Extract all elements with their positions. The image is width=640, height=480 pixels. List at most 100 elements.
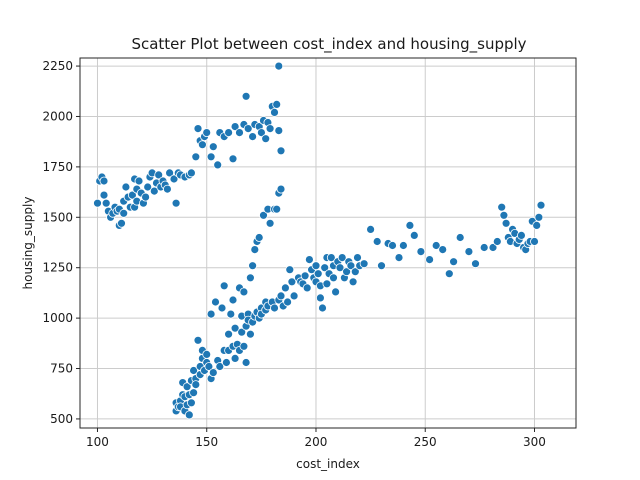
data-point xyxy=(270,303,279,313)
data-point xyxy=(215,362,225,371)
data-point xyxy=(331,287,341,297)
data-point xyxy=(208,142,218,152)
data-point xyxy=(276,146,286,156)
data-points xyxy=(93,61,546,420)
y-tick-label: 1500 xyxy=(42,210,73,224)
data-point xyxy=(464,247,474,257)
data-point xyxy=(202,349,212,359)
data-point xyxy=(287,277,297,287)
data-point xyxy=(359,259,369,269)
data-point xyxy=(101,198,111,208)
data-point xyxy=(226,309,236,319)
data-point xyxy=(206,309,216,319)
data-point xyxy=(189,366,199,375)
data-point xyxy=(326,253,336,263)
data-point xyxy=(313,269,323,279)
data-point xyxy=(405,220,415,230)
data-point xyxy=(444,269,454,279)
data-point xyxy=(449,257,459,267)
data-point xyxy=(213,160,223,170)
data-point xyxy=(217,303,227,313)
data-point xyxy=(193,335,203,345)
data-point xyxy=(534,212,544,222)
data-point xyxy=(250,245,260,255)
data-point xyxy=(259,210,268,220)
data-point xyxy=(335,263,345,273)
data-point xyxy=(350,267,360,277)
data-point xyxy=(241,358,251,367)
data-point xyxy=(254,233,264,242)
chart-title: Scatter Plot between cost_index and hous… xyxy=(131,35,526,54)
data-point xyxy=(99,176,109,186)
data-point xyxy=(127,190,137,200)
data-point xyxy=(276,291,286,301)
data-point xyxy=(536,200,546,210)
data-point xyxy=(479,243,489,252)
data-point xyxy=(272,100,282,109)
data-point xyxy=(154,170,164,180)
data-point xyxy=(134,176,144,186)
y-tick-label: 1000 xyxy=(42,311,73,325)
data-point xyxy=(532,220,542,230)
data-point xyxy=(224,128,234,138)
data-point xyxy=(455,233,465,242)
x-tick-label: 150 xyxy=(195,435,218,449)
data-point xyxy=(193,124,203,134)
x-tick-label: 200 xyxy=(305,435,328,449)
data-point xyxy=(119,208,129,218)
data-point xyxy=(211,297,220,307)
data-point xyxy=(93,198,102,208)
data-point xyxy=(300,271,310,281)
data-point xyxy=(230,122,240,131)
data-point xyxy=(276,184,286,194)
data-point xyxy=(270,108,279,117)
y-tick-label: 1750 xyxy=(42,160,73,174)
data-point xyxy=(377,261,386,271)
data-point xyxy=(186,398,196,408)
data-point xyxy=(256,128,266,138)
data-point xyxy=(416,247,426,257)
data-point xyxy=(243,124,253,134)
data-point xyxy=(117,218,126,228)
data-point xyxy=(304,255,314,265)
data-point xyxy=(497,202,507,212)
data-point xyxy=(274,126,284,136)
data-point xyxy=(366,224,376,234)
plot-frame xyxy=(79,57,577,429)
data-point xyxy=(143,182,153,192)
data-point xyxy=(337,253,347,263)
data-point xyxy=(230,323,240,333)
data-point xyxy=(372,237,382,246)
y-axis-label: housing_supply xyxy=(21,197,35,290)
data-point xyxy=(342,267,352,277)
data-point xyxy=(499,210,509,220)
y-tick-label: 2000 xyxy=(42,109,73,123)
y-tick-label: 500 xyxy=(50,412,73,426)
data-point xyxy=(245,273,255,283)
y-tick-label: 1250 xyxy=(42,261,73,275)
data-point xyxy=(235,128,244,138)
y-axis-ticks: 500 750 1000 1250 1500 1750 2000 2250 xyxy=(42,59,80,426)
data-point xyxy=(169,174,179,184)
data-point xyxy=(237,327,247,337)
data-point xyxy=(289,291,299,301)
data-point xyxy=(219,281,229,291)
data-point xyxy=(141,192,151,202)
data-point xyxy=(517,230,526,240)
data-point xyxy=(241,91,251,101)
grid-lines xyxy=(80,58,576,428)
data-point xyxy=(274,61,284,71)
data-point xyxy=(283,297,293,307)
data-point xyxy=(322,279,332,289)
data-point xyxy=(228,154,238,164)
data-point xyxy=(230,353,240,363)
data-point xyxy=(302,283,312,293)
data-point xyxy=(149,186,159,196)
data-point xyxy=(239,341,249,351)
data-point xyxy=(425,255,435,265)
data-point xyxy=(501,218,511,228)
data-point xyxy=(265,218,275,228)
data-point xyxy=(189,388,199,398)
data-point xyxy=(261,134,271,144)
x-tick-label: 100 xyxy=(86,435,109,449)
